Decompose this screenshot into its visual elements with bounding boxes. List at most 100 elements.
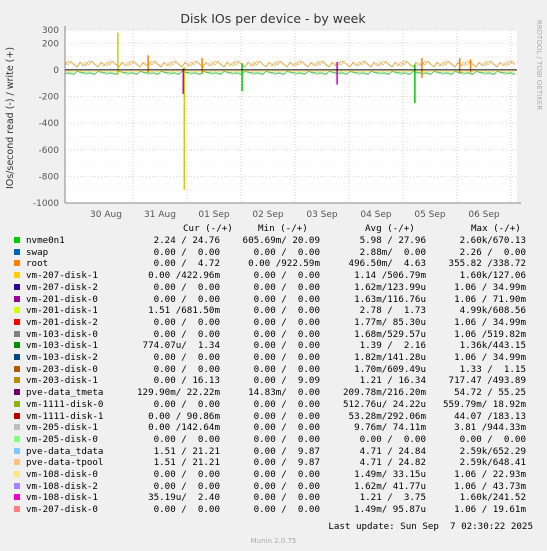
legend-swatch [14,295,20,302]
x-tick-label: 01 Sep [198,210,230,220]
legend-header-avg: Avg (-/+) [365,223,415,234]
legend-cur: 0.00 / 0.00 [153,504,220,516]
legend-avg: 209.78m/216.20m [343,387,426,399]
legend-avg: 512.76u/ 24.22u [343,398,426,410]
legend-max: 1.06 / 43.73m [454,480,526,492]
legend-row: vm-103-disk-2 0.00 / 0.00 0.00 / 0.00 1.82m… [14,352,534,363]
legend-name: vm-201-disk-0 [26,293,98,305]
legend-row: swap 0.00 / 0.00 0.00 / 0.00 2.88m/ 0.00 2.2… [14,247,534,258]
legend-name: vm-103-disk-0 [26,328,98,340]
legend-avg: 496.50m/ 4.63 [348,258,426,270]
legend-swatch [14,471,20,477]
legend-max: 355.82 /338.72 [448,258,526,270]
legend-cur: 0.00 / 0.00 [153,363,220,375]
legend-min: 0.00 / 0.00 [253,504,320,516]
legend-swatch [14,494,20,501]
y-tick-label: -1000 [33,199,59,209]
legend-min: 0.00 / 0.00 [253,328,320,340]
legend-swatch [14,506,20,513]
legend-max: 0.00 / 0.00 [459,433,526,445]
legend-swatch [14,424,20,431]
legend-cur: 0.00 / 0.00 [153,480,220,492]
legend-row: pve-data_tdata 1.51 / 21.21 0.00 / 9.87 4.7… [14,446,534,457]
rrdtool-credit: RRDTOOL / TOBI OETIKER [535,20,543,110]
legend-swatch [14,435,20,442]
legend-cur: 0.00 / 90.86m [148,410,220,422]
legend-row: vm-201-disk-2 0.00 / 0.00 0.00 / 0.00 1.77m… [14,317,534,328]
legend-cur: 0.00 / 16.13 [153,375,220,387]
legend-cur: 0.00 / 0.00 [153,328,220,340]
legend-swatch [14,237,20,243]
legend-cur: 1.51 / 21.21 [153,457,220,469]
x-tick-label: 02 Sep [252,210,284,220]
legend-min: 0.00 / 0.00 [253,316,320,328]
legend-row: nvme0n1 2.24 / 24.76 605.69m/ 20.09 5.98 / … [14,235,534,246]
legend-avg: 5.98 / 27.96 [359,235,426,246]
legend-swatch [14,272,20,279]
legend-max: 1.06 / 34.99m [454,352,526,363]
legend-swatch [14,283,20,290]
legend-swatch [14,400,20,407]
legend-row: vm-108-disk-1 35.19u/ 2.40 0.00 / 0.00 1.21… [14,492,534,503]
legend-min: 0.00 / 0.00 [253,246,320,258]
legend-avg: 1.39 / 2.16 [359,340,426,352]
legend-row: pve-data-tpool 1.51 / 21.21 0.00 / 9.87 4.7… [14,457,534,468]
legend-cur: 0.00 /142.64m [148,422,220,434]
legend-avg: 2.78 / 1.73 [359,305,426,317]
legend-avg: 1.49m/ 95.87u [354,504,426,516]
x-tick-label: 31 Aug [144,210,176,220]
legend-cur: 35.19u/ 2.40 [148,492,220,504]
legend-swatch [14,330,20,337]
legend-row: vm-207-disk-2 0.00 / 0.00 0.00 / 0.00 1.62m… [14,282,534,293]
legend-min: 0.00 / 0.00 [253,270,320,282]
legend-min: 0.00 /922.59m [248,258,320,270]
legend-swatch [14,459,20,466]
legend-min: 0.00 / 0.00 [253,410,320,422]
legend-min: 0.00 / 9.87 [253,445,320,457]
plot-area [65,30,517,203]
legend-cur: 0.00 / 0.00 [153,246,220,258]
legend-avg: 4.71 / 24.82 [359,457,426,469]
legend-swatch [14,248,20,255]
y-tick-label: 200 [42,39,59,49]
legend-cur: 0.00 /422.96m [148,270,220,282]
legend-avg: 1.63m/116.76u [354,293,426,305]
legend-swatch [14,377,20,384]
legend-name: vm-201-disk-2 [26,316,98,328]
legend-avg: 1.21 / 3.75 [359,492,426,504]
legend-row: vm-108-disk-0 0.00 / 0.00 0.00 / 0.00 1.49m… [14,469,534,480]
disk-io-chart: Disk IOs per device - by week IOs/second… [5,11,543,220]
legend-avg: 1.68m/529.57u [354,328,426,340]
legend-swatch [14,447,20,454]
legend-row: vm-207-disk-1 0.00 /422.96m 0.00 / 0.00 1.1… [14,270,534,281]
legend-min: 0.00 / 0.00 [253,363,320,375]
legend-row: vm-205-disk-1 0.00 /142.64m 0.00 / 0.00 9.7… [14,422,534,433]
legend-max: 3.81 /944.33m [454,422,526,434]
legend-avg: 1.62m/ 41.77u [354,480,426,492]
legend-avg: 1.21 / 16.34 [359,375,426,387]
legend-min: 605.69m/ 20.09 [242,235,320,246]
legend-row: vm-203-disk-0 0.00 / 0.00 0.00 / 0.00 1.70m… [14,364,534,375]
legend-name: vm-207-disk-0 [26,504,98,516]
x-tick-label: 30 Aug [90,210,122,220]
legend-row: vm-201-disk-0 0.00 / 0.00 0.00 / 0.00 1.63m… [14,294,534,305]
legend-swatch [14,260,20,267]
legend-cur: 0.00 / 0.00 [153,469,220,480]
legend-name: vm-205-disk-0 [26,433,98,445]
legend-max: 54.72 / 55.25 [454,387,526,399]
legend-max: 2.26 / 0.00 [459,246,526,258]
legend-row: vm-103-disk-1 774.07u/ 1.34 0.00 / 0.00 1.3… [14,340,534,351]
legend-cur: 0.00 / 0.00 [153,433,220,445]
legend-name: swap [26,246,49,258]
legend-max: 1.33 / 1.15 [459,363,526,375]
legend-max: 1.06 / 22.93m [454,469,526,480]
legend-header-max: Max (-/+) [471,223,521,234]
legend-min: 0.00 / 0.00 [253,340,320,352]
legend-cur: 2.24 / 24.76 [153,235,220,246]
legend-name: vm-201-disk-1 [26,305,98,317]
legend-name: nvme0n1 [26,235,65,246]
legend-name: vm-207-disk-1 [26,270,98,282]
legend-row: vm-201-disk-1 1.51 /681.50m 0.00 / 0.00 2.7… [14,305,534,316]
legend-row: root 0.00 / 4.72 0.00 /922.59m 496.50m/ 4.6… [14,258,534,269]
legend-row: vm-1111-disk-1 0.00 / 90.86m 0.00 / 0.00 53… [14,411,534,422]
